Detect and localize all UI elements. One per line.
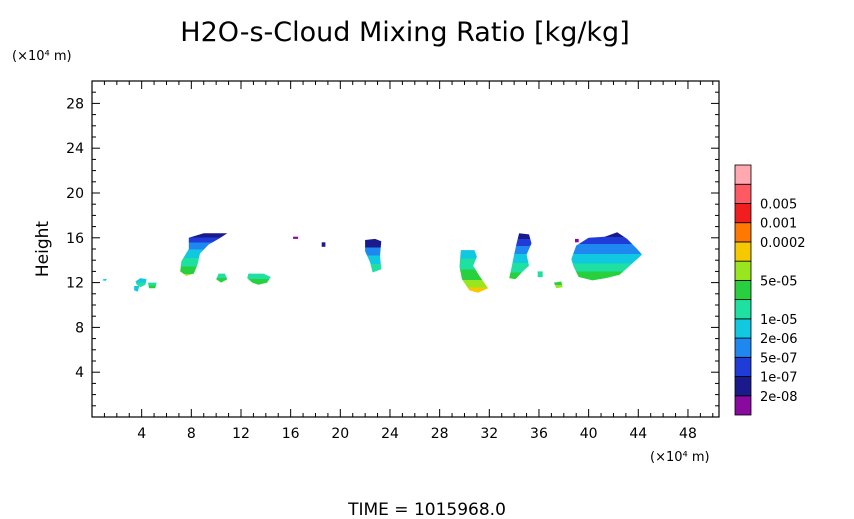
y-tick-label: 8: [75, 320, 84, 336]
colorbar-swatch: [734, 279, 752, 301]
x-tick-label: 12: [232, 426, 250, 442]
x-tick-label: 48: [679, 426, 697, 442]
x-tick-label: 4: [137, 426, 146, 442]
y-tick-label: 16: [66, 231, 84, 247]
colorbar-swatch: [734, 356, 752, 377]
colorbar-label: 1e-05: [760, 313, 798, 328]
colorbar-label: 2e-06: [760, 332, 798, 347]
axis-ticks: [91, 80, 719, 418]
colorbar-label: 1e-07: [760, 371, 798, 386]
cloud-c: [134, 286, 140, 292]
colorbar-swatch: [734, 318, 752, 339]
y-tick-label: 24: [66, 141, 84, 157]
cloud-h: [293, 236, 299, 239]
cloud-field: [102, 232, 642, 293]
colorbar-swatch: [734, 183, 752, 204]
cloud-f: [216, 273, 228, 283]
colorbar-swatch: [734, 337, 752, 358]
cloud-p: [575, 238, 579, 243]
colorbar-label: 0.0002: [760, 236, 806, 251]
x-tick-label: 8: [187, 426, 196, 442]
colorbar-label: 0.005: [760, 197, 797, 212]
cloud-b: [135, 278, 147, 288]
y-unit-label: (×10⁴ m): [12, 49, 72, 64]
cloud-e: [180, 233, 228, 276]
y-tick-label: 20: [66, 186, 84, 202]
colorbar-label: 0.001: [760, 217, 797, 232]
x-tick-label: 44: [629, 426, 647, 442]
y-tick-label: 12: [66, 276, 84, 292]
y-axis-label: Height: [33, 221, 53, 278]
cloud-l: [509, 233, 532, 280]
colorbar-label: 2e-08: [760, 390, 798, 405]
x-tick-label: 28: [431, 426, 449, 442]
cloud-j: [365, 238, 382, 273]
colorbar-swatch: [734, 222, 752, 243]
colorbar-swatch: [734, 376, 752, 397]
colorbar-swatch: [734, 241, 752, 262]
x-tick-label: 16: [282, 426, 300, 442]
x-tick-label: 20: [331, 426, 349, 442]
colorbar-swatch: [734, 395, 752, 416]
cloud-i: [321, 242, 326, 247]
cloud-k: [459, 250, 489, 293]
colorbar-swatch: [734, 164, 752, 185]
colorbar-swatch: [734, 203, 752, 224]
x-tick-labels: 4 8 12 16 20 24 28 32 36 40 44 48: [137, 426, 697, 442]
colorbar-label: 5e-05: [760, 274, 798, 289]
y-tick-label: 4: [75, 365, 84, 381]
colorbar-swatch: [734, 299, 752, 320]
y-tick-labels: 4 8 12 16 20 24 28: [66, 96, 84, 381]
colorbar: 2e-08 1e-07 5e-07 2e-06 1e-05 5e-05 0.0002 0.00…: [734, 164, 806, 416]
colorbar-swatch: [734, 260, 752, 281]
x-tick-label: 40: [580, 426, 598, 442]
cloud-m: [537, 271, 543, 277]
cloud-n: [553, 281, 563, 289]
x-tick-label: 24: [381, 426, 399, 442]
cloud-a: [102, 278, 107, 281]
chart-title: H2O-s-Cloud Mixing Ratio [kg/kg]: [180, 17, 629, 48]
colorbar-label: 5e-07: [760, 351, 798, 366]
x-unit-label: (×10⁴ m): [650, 450, 710, 465]
cloud-o: [571, 232, 642, 281]
time-footer: TIME = 1015968.0: [347, 500, 506, 519]
cloud-d: [147, 282, 157, 289]
x-tick-label: 32: [480, 426, 498, 442]
cloud-g: [247, 273, 271, 285]
y-tick-label: 28: [66, 96, 84, 112]
x-tick-label: 36: [530, 426, 548, 442]
